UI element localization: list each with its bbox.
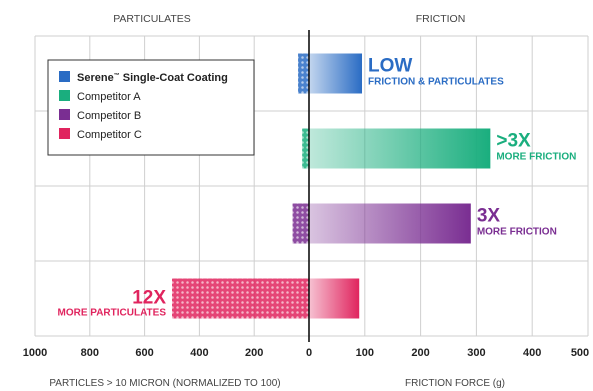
tick-label: 500 (571, 347, 589, 359)
legend-swatch-competitor-c (59, 128, 70, 139)
legend-box (47, 59, 255, 156)
tick-label: 400 (190, 347, 208, 359)
tick-label: 400 (523, 347, 541, 359)
legend-label: Competitor A (77, 91, 141, 103)
tick-label: 600 (135, 347, 153, 359)
tick-label: 100 (356, 347, 374, 359)
legend-swatch-competitor-a (59, 90, 70, 101)
x-axis-title-right: FRICTION FORCE (g) (405, 378, 505, 389)
bar-particulates-texture (292, 203, 309, 244)
bar-friction-competitor-b (309, 203, 471, 244)
tick-label: 800 (81, 347, 99, 359)
legend-swatch-serene-single-coat-coating (59, 71, 70, 82)
bar-particulates-texture (172, 278, 309, 319)
bar-label-small: MORE FRICTION (496, 152, 576, 163)
legend-label: Competitor C (77, 129, 142, 141)
tick-label: 0 (306, 347, 312, 359)
tick-label: 1000 (23, 347, 47, 359)
bar-label-big: 3X (477, 206, 501, 227)
legend-label: Serene™ Single-Coat Coating (77, 72, 228, 84)
legend-label: Competitor B (77, 110, 141, 122)
tick-label: 200 (245, 347, 263, 359)
axes: PARTICULATES FRICTION 1000 800 600 400 200 0 100… (23, 13, 589, 389)
legend-swatch-competitor-b (59, 109, 70, 120)
panel-title-right: FRICTION (416, 13, 466, 25)
bar-friction-serene-single-coat-coating (309, 53, 363, 94)
bar-label-small: MORE PARTICULATES (57, 308, 166, 319)
panel-title-left: PARTICULATES (113, 13, 191, 25)
bars (172, 53, 491, 319)
tick-label: 300 (467, 347, 485, 359)
bar-friction-competitor-c (309, 278, 360, 319)
bar-label-big: LOW (368, 56, 412, 77)
legend: Serene™ Single-Coat Coating Competitor A C… (47, 59, 255, 156)
bar-particulates-texture (298, 53, 309, 94)
bar-particulates-texture (302, 128, 309, 169)
bar-friction-competitor-a (309, 128, 491, 169)
bar-label-small: FRICTION & PARTICULATES (368, 77, 504, 88)
x-axis-title-left: PARTICLES > 10 MICRON (NORMALIZED TO 100… (49, 378, 280, 389)
bar-label-big: >3X (496, 131, 531, 152)
bar-label-big: 12X (132, 288, 166, 309)
bar-label-small: MORE FRICTION (477, 227, 557, 238)
tick-label: 200 (411, 347, 429, 359)
